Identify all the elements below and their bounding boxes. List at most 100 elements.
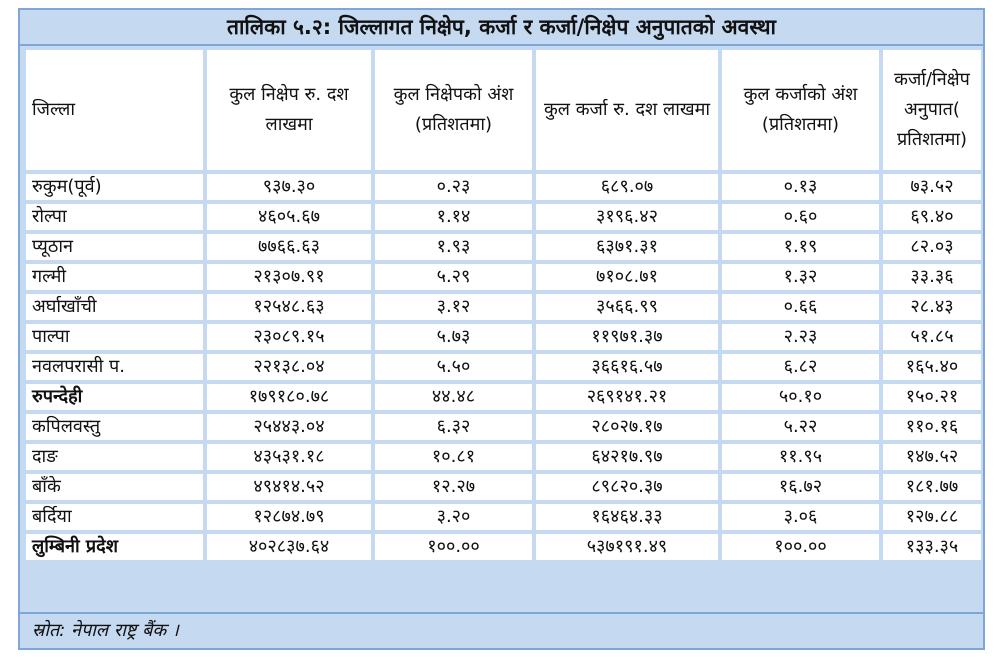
cell-loan-deposit-ratio: ७३.५२ [883,174,981,200]
table-row: कपिलवस्तु २५४४३.०४ ६.३२ २८०२७.१७ ५.२२ ११०.१६ [26,414,981,440]
cell-district-name: नवलपरासी प. [26,354,203,380]
cell-deposit-share: ६.३२ [375,414,532,440]
cell-loan-share: ११.९५ [722,444,879,470]
cell-district-name: गल्मी [26,264,203,290]
cell-loan-share: १.३२ [722,264,879,290]
cell-district-name: अर्घाखाँची [26,294,203,320]
cell-loan-share: ५.२२ [722,414,879,440]
header-total-loan: कुल कर्जा रु. दश लाखमा [536,50,718,170]
cell-total-loan: ८९८२०.३७ [536,474,718,500]
cell-loan-deposit-ratio: १६५.४० [883,354,981,380]
cell-district-name: रुपन्देही [26,384,203,410]
table-row: अर्घाखाँची १२५४८.६३ ३.१२ ३५६६.९९ ०.६६ २८.४३ [26,294,981,320]
cell-loan-share: ०.६० [722,204,879,230]
cell-district-name: रुकुम(पूर्व) [26,174,203,200]
cell-loan-share: ६.८२ [722,354,879,380]
cell-district-name: रोल्पा [26,204,203,230]
cell-total-deposit: ४९४१४.५२ [207,474,371,500]
cell-district-name: प्यूठान [26,234,203,260]
cell-total-deposit: ९३७.३० [207,174,371,200]
cell-loan-deposit-ratio: २८.४३ [883,294,981,320]
cell-total-loan: ११९७१.३७ [536,324,718,350]
cell-loan-share: ०.१३ [722,174,879,200]
cell-total-loan: ६३७१.३१ [536,234,718,260]
cell-loan-share: ५०.१० [722,384,879,410]
cell-deposit-share: १.९३ [375,234,532,260]
cell-district-name: कपिलवस्तु [26,414,203,440]
cell-total-loan: ७१०८.७१ [536,264,718,290]
table-row: पाल्पा २३०८९.१५ ५.७३ ११९७१.३७ २.२३ ५१.८५ [26,324,981,350]
cell-total-deposit: २५४४३.०४ [207,414,371,440]
table-row: प्यूठान ७७६६.६३ १.९३ ६३७१.३१ १.१९ ८२.०३ [26,234,981,260]
cell-total-deposit: ४३५३१.१८ [207,444,371,470]
table-row: गल्मी २१३०७.९१ ५.२९ ७१०८.७१ १.३२ ३३.३६ [26,264,981,290]
cell-district-name: बाँके [26,474,203,500]
cell-total-deposit: ४०२८३७.६४ [207,534,371,560]
cell-total-loan: २६९१४१.२१ [536,384,718,410]
header-total-deposit: कुल निक्षेप रु. दश लाखमा [207,50,371,170]
header-district: जिल्ला [26,50,203,170]
table-row: दाङ ४३५३१.१८ १०.८१ ६४२१७.९७ ११.९५ १४७.५२ [26,444,981,470]
cell-deposit-share: १२.२७ [375,474,532,500]
cell-deposit-share: ५.५० [375,354,532,380]
cell-loan-deposit-ratio: १४७.५२ [883,444,981,470]
header-loan-share: कुल कर्जाको अंश (प्रतिशतमा) [722,50,879,170]
cell-loan-share: १००.०० [722,534,879,560]
district-table: जिल्ला कुल निक्षेप रु. दश लाखमा कुल निक्… [22,46,985,564]
cell-total-deposit: २२१३८.०४ [207,354,371,380]
cell-deposit-share: ४४.४८ [375,384,532,410]
table-row: नवलपरासी प. २२१३८.०४ ५.५० ३६६१६.५७ ६.८२ १६५.४… [26,354,981,380]
cell-total-deposit: ४६०५.६७ [207,204,371,230]
source-note: स्रोत: नेपाल राष्ट्र बैंक । [20,612,983,648]
table-row: लुम्बिनी प्रदेश ४०२८३७.६४ १००.०० ५३७१९१.४९ १… [26,534,981,560]
cell-district-name: बर्दिया [26,504,203,530]
cell-total-deposit: ७७६६.६३ [207,234,371,260]
cell-loan-deposit-ratio: १३३.३५ [883,534,981,560]
cell-loan-deposit-ratio: ६९.४० [883,204,981,230]
cell-deposit-share: १.१४ [375,204,532,230]
cell-loan-share: ३.०६ [722,504,879,530]
table-panel: तालिका ५.२: जिल्लागत निक्षेप, कर्जा र कर… [18,8,985,650]
cell-total-deposit: २३०८९.१५ [207,324,371,350]
cell-total-loan: ६८९.०७ [536,174,718,200]
cell-loan-deposit-ratio: १८१.७७ [883,474,981,500]
header-row: जिल्ला कुल निक्षेप रु. दश लाखमा कुल निक्… [26,50,981,170]
header-loan-deposit-ratio: कर्जा/निक्षेप अनुपात( प्रतिशतमा) [883,50,981,170]
table-row: बर्दिया १२८७४.७९ ३.२० १६४६४.३३ ३.०६ १२७.८८ [26,504,981,530]
cell-total-loan: २८०२७.१७ [536,414,718,440]
cell-total-loan: ३६६१६.५७ [536,354,718,380]
table-row: रुकुम(पूर्व) ९३७.३० ०.२३ ६८९.०७ ०.१३ ७३.५२ [26,174,981,200]
cell-total-loan: १६४६४.३३ [536,504,718,530]
cell-district-name: दाङ [26,444,203,470]
cell-loan-deposit-ratio: ५१.८५ [883,324,981,350]
cell-district-name: लुम्बिनी प्रदेश [26,534,203,560]
table-row: रोल्पा ४६०५.६७ १.१४ ३१९६.४२ ०.६० ६९.४० [26,204,981,230]
cell-total-loan: ३५६६.९९ [536,294,718,320]
cell-total-loan: ६४२१७.९७ [536,444,718,470]
cell-deposit-share: ३.१२ [375,294,532,320]
cell-deposit-share: ०.२३ [375,174,532,200]
cell-total-deposit: २१३०७.९१ [207,264,371,290]
table-row: बाँके ४९४१४.५२ १२.२७ ८९८२०.३७ १६.७२ १८१.७७ [26,474,981,500]
cell-deposit-share: ५.७३ [375,324,532,350]
cell-loan-deposit-ratio: ८२.०३ [883,234,981,260]
cell-total-loan: ३१९६.४२ [536,204,718,230]
cell-loan-share: २.२३ [722,324,879,350]
cell-total-deposit: १२५४८.६३ [207,294,371,320]
cell-district-name: पाल्पा [26,324,203,350]
cell-loan-share: १६.७२ [722,474,879,500]
cell-total-deposit: १२८७४.७९ [207,504,371,530]
cell-deposit-share: ३.२० [375,504,532,530]
cell-deposit-share: ५.२९ [375,264,532,290]
cell-loan-deposit-ratio: १२७.८८ [883,504,981,530]
cell-loan-share: ०.६६ [722,294,879,320]
cell-loan-deposit-ratio: १५०.२१ [883,384,981,410]
table-row: रुपन्देही १७९१८०.७८ ४४.४८ २६९१४१.२१ ५०.१० १५०… [26,384,981,410]
cell-deposit-share: १०.८१ [375,444,532,470]
cell-total-deposit: १७९१८०.७८ [207,384,371,410]
header-deposit-share: कुल निक्षेपको अंश (प्रतिशतमा) [375,50,532,170]
cell-deposit-share: १००.०० [375,534,532,560]
cell-loan-deposit-ratio: ११०.१६ [883,414,981,440]
cell-loan-deposit-ratio: ३३.३६ [883,264,981,290]
table-title: तालिका ५.२: जिल्लागत निक्षेप, कर्जा र कर… [20,10,983,46]
